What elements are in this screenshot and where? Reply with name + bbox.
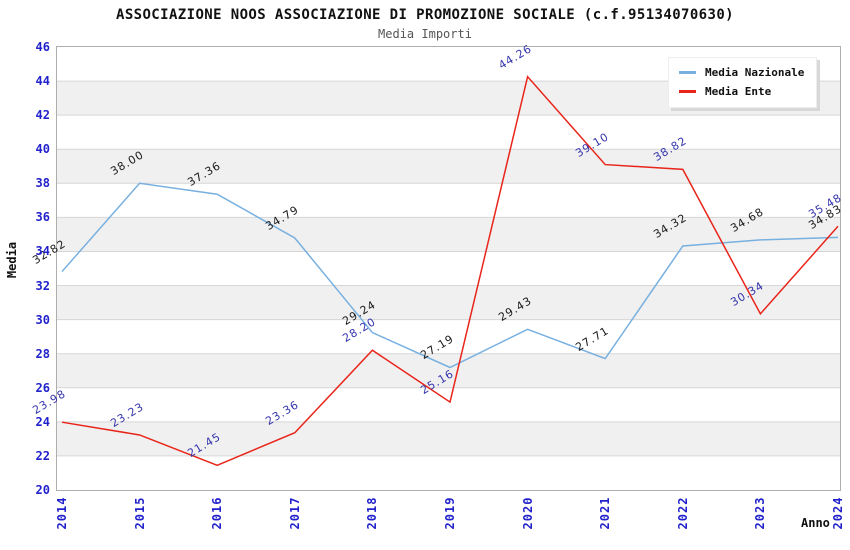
- plot-area: 32.82 38.00 37.36 34.79 29.24 27.19 29.43 27.71…: [30, 42, 844, 491]
- legend-line-swatch-ente: [679, 90, 696, 93]
- x-tick-label: 2017: [287, 496, 302, 530]
- y-tick-label: 46: [35, 40, 50, 54]
- x-tick-label: 2024: [831, 496, 845, 530]
- legend-label: Media Ente: [705, 85, 772, 98]
- y-tick-label: 36: [35, 210, 50, 225]
- legend-line-swatch-nazionale: [679, 71, 696, 74]
- y-tick-label: 42: [35, 108, 50, 123]
- y-tick-label: 26: [35, 380, 50, 395]
- legend-item-media-ente: Media Ente: [679, 82, 804, 101]
- x-tick-label: 2022: [675, 496, 690, 530]
- y-tick-label: 34: [35, 244, 50, 259]
- x-tick-label: 2015: [132, 496, 147, 530]
- series-line-media-nazionale: [61, 182, 839, 369]
- chart-title: ASSOCIAZIONE NOOS ASSOCIAZIONE DI PROMOZ…: [115, 7, 734, 23]
- x-tick-label: 2016: [210, 496, 225, 530]
- x-tick-label: 2018: [365, 496, 380, 530]
- legend: Media Nazionale Media Ente: [668, 57, 818, 108]
- x-tick-label: 2023: [753, 496, 768, 530]
- legend-label: Media Nazionale: [705, 66, 805, 79]
- y-tick-label: 28: [35, 346, 50, 361]
- y-tick-label: 22: [35, 448, 50, 463]
- x-axis-title: Anno: [801, 516, 830, 530]
- chart-subtitle: Media Importi: [378, 27, 472, 41]
- y-tick-label: 24: [35, 414, 50, 429]
- background-band: [57, 285, 840, 320]
- x-tick-label: 2014: [55, 496, 69, 530]
- y-tick-label: 20: [35, 483, 50, 497]
- x-tick-label: 2019: [443, 496, 457, 530]
- y-tick-label: 38: [35, 176, 50, 191]
- y-tick-label: 44: [35, 74, 50, 89]
- x-tick-label: 2020: [520, 496, 535, 530]
- background-band: [57, 217, 840, 252]
- legend-item-media-nazionale: Media Nazionale: [679, 63, 804, 82]
- y-tick-label: 40: [35, 142, 50, 157]
- background-band: [57, 353, 840, 388]
- x-tick-label: 2021: [598, 496, 613, 530]
- background-band: [57, 149, 840, 184]
- series-line-media-ente: [61, 75, 839, 467]
- y-tick-label: 32: [35, 278, 50, 293]
- y-tick-label: 30: [35, 312, 50, 327]
- background-band: [57, 421, 840, 456]
